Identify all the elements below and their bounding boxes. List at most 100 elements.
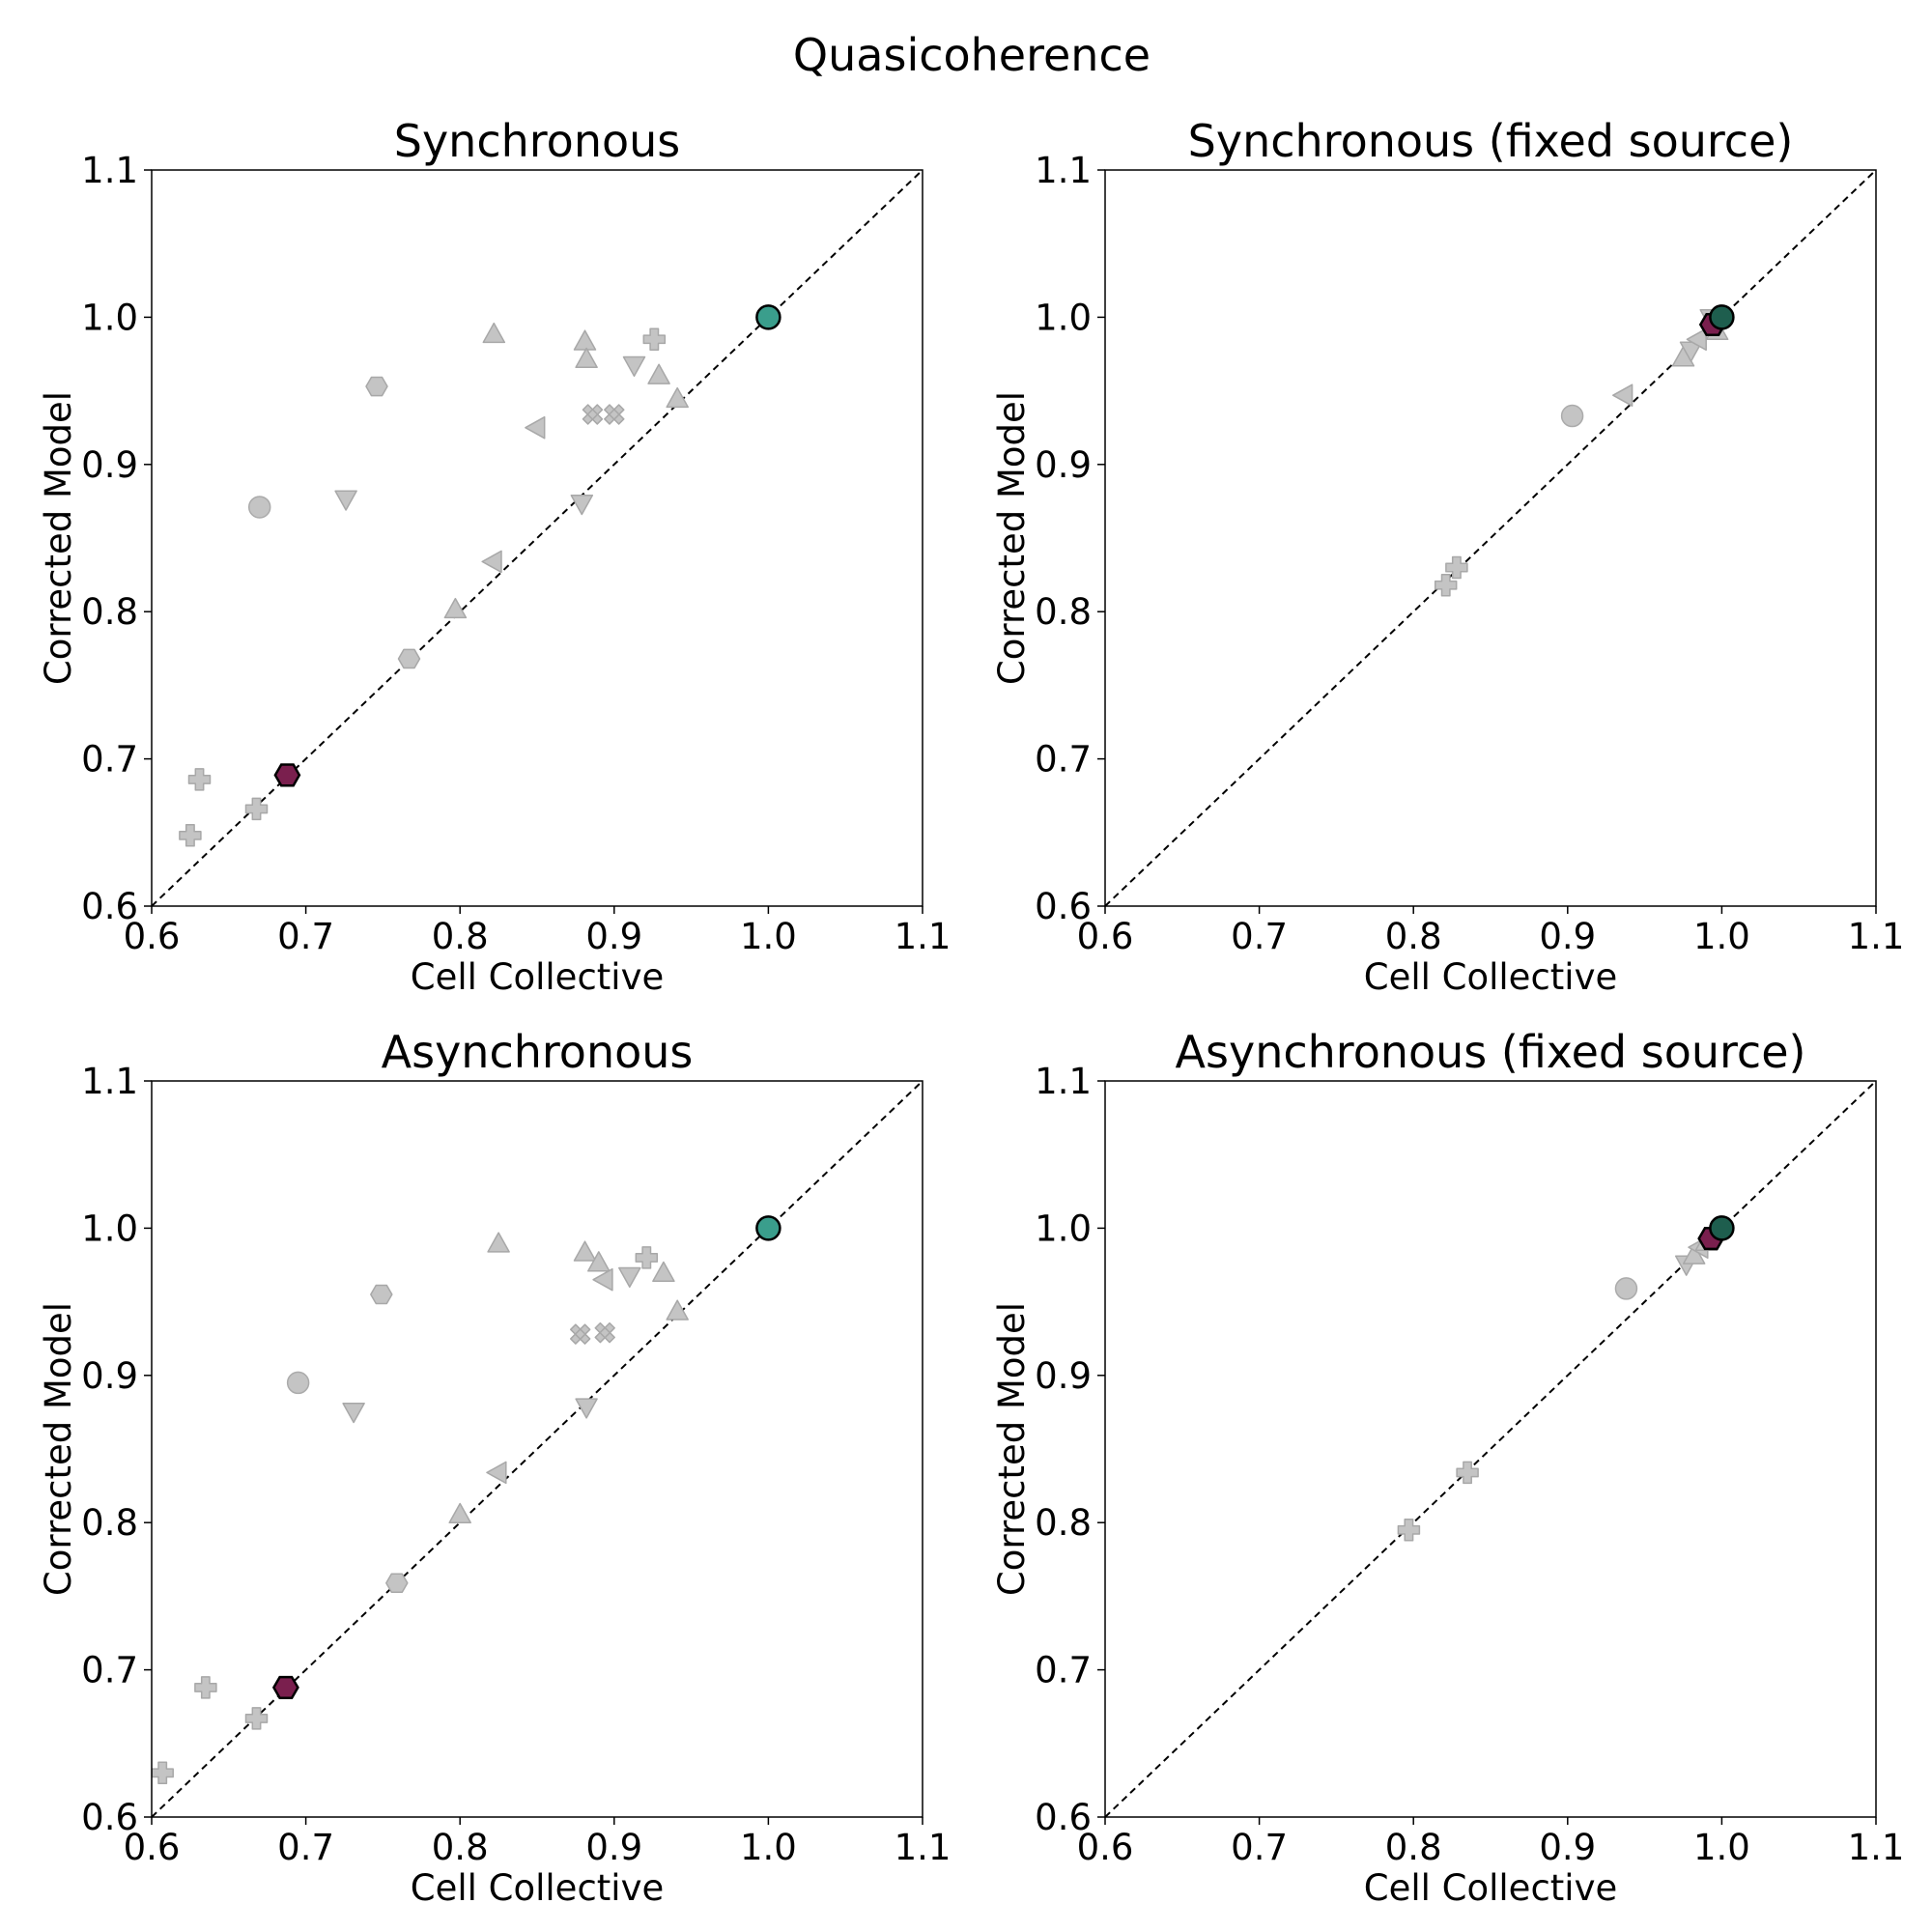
data-plus-marker [187, 768, 212, 791]
x-tick-label: 0.9 [585, 1827, 642, 1868]
y-tick-label: 0.7 [81, 739, 138, 781]
x-tick-label: 1.0 [1693, 1827, 1750, 1868]
data-circle-marker [286, 1371, 310, 1395]
data-circle-marker [1614, 1277, 1638, 1300]
data-triangle-down-marker [575, 1398, 598, 1419]
x-tick-label: 1.0 [1693, 916, 1750, 957]
data-plus-marker [1445, 555, 1468, 580]
data-plus-marker [635, 1246, 659, 1269]
x-tick-label: 0.9 [585, 916, 642, 957]
y-tick-label: 0.7 [81, 1650, 138, 1691]
data-plus-marker [1434, 574, 1458, 597]
data-triangle-left-marker [592, 1267, 613, 1292]
x-axis-label: Cell Collective [411, 1867, 665, 1909]
y-tick-label: 0.8 [81, 591, 138, 633]
x-axis-label: Cell Collective [411, 956, 665, 998]
data-triangle-up-marker [666, 1299, 689, 1321]
plot-frame [151, 169, 923, 907]
subplot-title: Synchronous [394, 115, 680, 167]
identity-line [151, 169, 923, 907]
data-triangle-up-marker [443, 597, 468, 619]
x-tick-label: 0.8 [432, 916, 489, 957]
y-tick-label: 0.9 [1035, 444, 1092, 486]
data-circle-marker [1560, 404, 1584, 428]
data-triangle-up-marker [587, 1251, 611, 1272]
data-triangle-left-marker [486, 1461, 507, 1485]
data-plus-marker [1397, 1519, 1421, 1542]
data-plus-marker [244, 797, 269, 821]
data-hexagon-marker [370, 1284, 393, 1305]
x-tick-label: 0.9 [1539, 1827, 1596, 1868]
identity-line [151, 1080, 923, 1818]
y-tick-label: 1.0 [1035, 1208, 1092, 1249]
y-tick-label: 0.6 [81, 886, 138, 927]
data-hexagon-marker [385, 1573, 409, 1593]
data-x-marker [604, 404, 625, 425]
x-tick-label: 0.7 [1231, 1827, 1288, 1868]
y-tick-label: 0.7 [1035, 739, 1092, 781]
x-tick-label: 1.1 [1848, 1827, 1905, 1868]
data-plus-marker [179, 824, 202, 847]
y-tick-label: 0.7 [1035, 1650, 1092, 1691]
x-tick-label: 0.6 [124, 1827, 181, 1868]
x-tick-label: 0.6 [124, 916, 181, 957]
subplot-1: Synchronous 0.6 0.7 0.8 0.9 1.0 1.1 0.6 0.7 0.8 0.… [38, 115, 951, 998]
data-plus-marker [1456, 1461, 1479, 1485]
y-tick-label: 1.1 [81, 1061, 138, 1102]
y-tick-label: 0.8 [81, 1502, 138, 1544]
x-tick-label: 0.8 [432, 1827, 489, 1868]
y-tick-label: 1.1 [1035, 1061, 1092, 1102]
y-axis-label: Corrected Model [991, 391, 1033, 685]
data-triangle-down-marker [618, 1266, 641, 1289]
highlight-circle-marker [1709, 1215, 1735, 1241]
data-x-marker [594, 1321, 615, 1344]
x-tick-label: 0.6 [1077, 1827, 1134, 1868]
plot-frame [151, 1080, 923, 1818]
data-triangle-down-marker [342, 1402, 365, 1424]
data-triangle-up-marker [666, 386, 689, 409]
highlight-circle-marker [755, 304, 781, 330]
y-axis-label: Corrected Model [38, 391, 79, 685]
highlight-circle-marker [755, 1215, 781, 1241]
x-tick-label: 0.7 [1231, 916, 1288, 957]
y-tick-label: 1.0 [81, 297, 138, 338]
subplot-title: Asynchronous [382, 1026, 694, 1078]
identity-line [1104, 169, 1877, 907]
y-axis-label: Corrected Model [38, 1302, 79, 1596]
plot-frame [1104, 1080, 1877, 1818]
x-tick-label: 0.8 [1385, 916, 1442, 957]
y-tick-label: 0.8 [1035, 591, 1092, 633]
subplot-2: Synchronous (fixed source) 0.6 0.7 0.8 0.9 1.… [991, 115, 1904, 998]
y-tick-label: 0.6 [81, 1797, 138, 1838]
x-tick-label: 0.7 [277, 1827, 334, 1868]
data-triangle-up-marker [573, 1240, 597, 1262]
subplot-grid: Synchronous 0.6 0.7 0.8 0.9 1.0 1.1 0.6 0.7 0.8 0.… [38, 115, 1904, 1909]
data-x-marker [582, 404, 604, 425]
y-tick-label: 0.9 [1035, 1355, 1092, 1397]
y-tick-label: 0.9 [81, 444, 138, 486]
highlight-circle-marker [1709, 304, 1735, 330]
data-triangle-up-marker [573, 329, 597, 351]
data-plus-marker [194, 1676, 217, 1699]
y-tick-label: 1.1 [81, 150, 138, 191]
subplot-title: Asynchronous (fixed source) [1176, 1026, 1806, 1078]
data-plus-marker [151, 1761, 174, 1785]
x-axis-label: Cell Collective [1364, 1867, 1618, 1909]
data-hexagon-marker [397, 648, 421, 669]
data-triangle-up-marker [448, 1502, 471, 1524]
x-tick-label: 1.1 [895, 916, 952, 957]
subplot-title: Synchronous (fixed source) [1188, 115, 1794, 167]
plot-frame [1104, 169, 1877, 907]
y-tick-label: 1.1 [1035, 150, 1092, 191]
x-tick-label: 0.8 [1385, 1827, 1442, 1868]
y-tick-label: 0.6 [1035, 1797, 1092, 1838]
y-tick-label: 1.0 [81, 1208, 138, 1249]
y-axis-label: Corrected Model [991, 1302, 1033, 1596]
data-plus-marker [244, 1707, 269, 1730]
x-tick-label: 1.0 [740, 1827, 797, 1868]
data-triangle-up-marker [647, 363, 670, 384]
x-tick-label: 0.9 [1539, 916, 1596, 957]
data-triangle-up-marker [575, 347, 598, 369]
y-tick-label: 0.8 [1035, 1502, 1092, 1544]
